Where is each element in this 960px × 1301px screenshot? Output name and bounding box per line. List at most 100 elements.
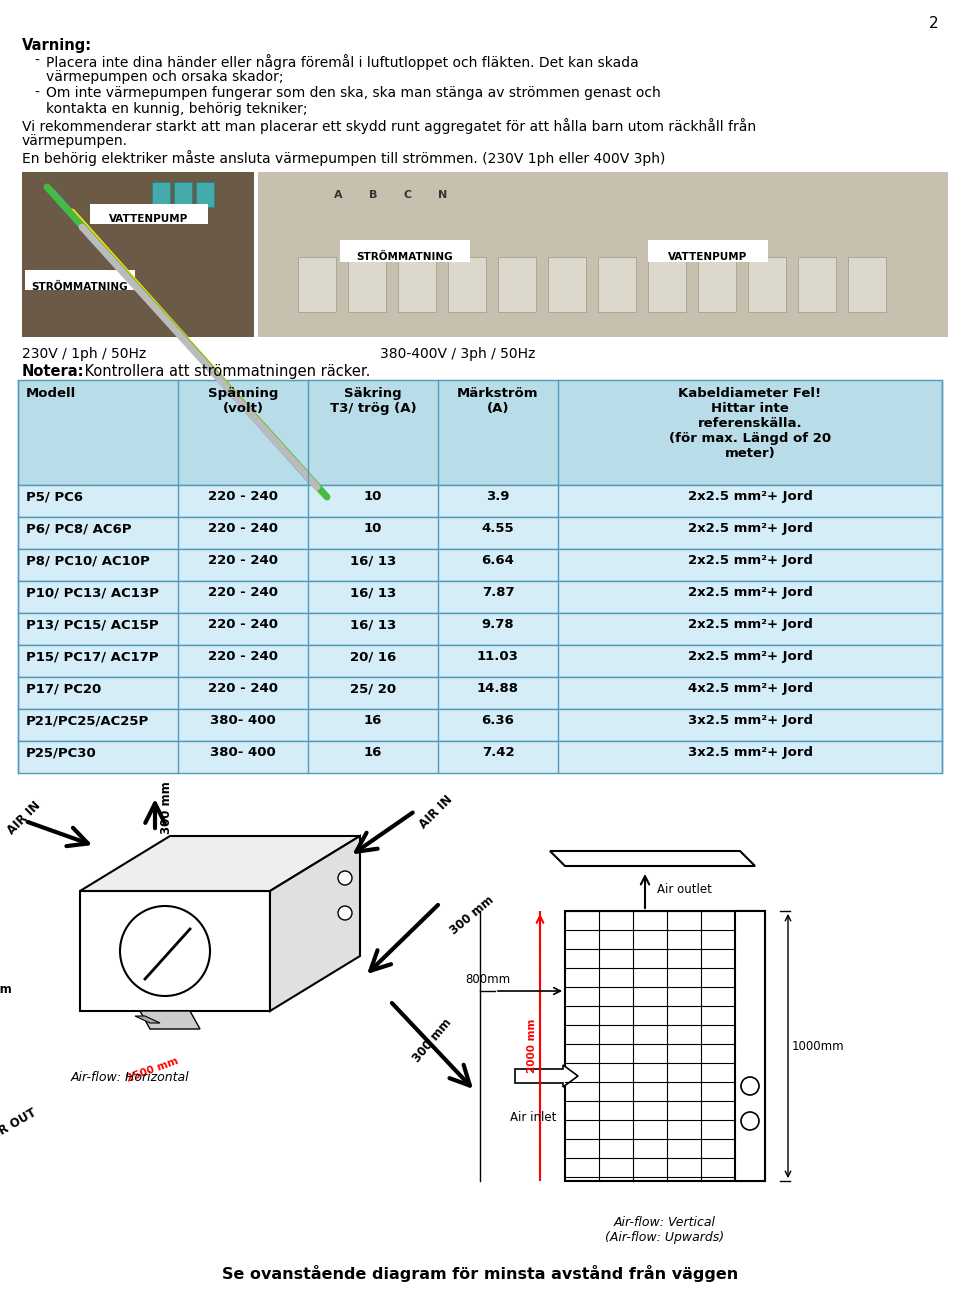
- Text: STRÖMMATNING: STRÖMMATNING: [32, 282, 129, 293]
- Bar: [196, 182, 214, 207]
- Bar: [648, 239, 768, 262]
- FancyArrow shape: [515, 1066, 578, 1088]
- Bar: [748, 258, 786, 312]
- Text: P5/ PC6: P5/ PC6: [26, 490, 83, 503]
- Text: 1000mm: 1000mm: [792, 1039, 845, 1053]
- Polygon shape: [80, 891, 270, 1011]
- Text: 800mm: 800mm: [465, 973, 510, 986]
- Text: 25/ 20: 25/ 20: [350, 682, 396, 695]
- Bar: [598, 258, 636, 312]
- Bar: [498, 258, 536, 312]
- Text: 2: 2: [928, 16, 938, 31]
- Polygon shape: [140, 1011, 200, 1029]
- Text: P21/PC25/AC25P: P21/PC25/AC25P: [26, 714, 149, 727]
- Text: 7.42: 7.42: [482, 745, 515, 758]
- Bar: [18, 485, 942, 516]
- Text: 11.03: 11.03: [477, 650, 519, 664]
- Text: P15/ PC17/ AC17P: P15/ PC17/ AC17P: [26, 650, 158, 664]
- Text: 380-400V / 3ph / 50Hz: 380-400V / 3ph / 50Hz: [380, 347, 536, 360]
- Text: 20/ 16: 20/ 16: [349, 650, 396, 664]
- Text: 2x2.5 mm²+ Jord: 2x2.5 mm²+ Jord: [687, 650, 812, 664]
- Text: 2x2.5 mm²+ Jord: 2x2.5 mm²+ Jord: [687, 522, 812, 535]
- Text: Kabeldiameter Fel!
Hittar inte
referenskälla.
(för max. Längd of 20
meter): Kabeldiameter Fel! Hittar inte referensk…: [669, 386, 831, 461]
- Text: VATTENPUMP: VATTENPUMP: [109, 213, 188, 224]
- Text: P10/ PC13/ AC13P: P10/ PC13/ AC13P: [26, 585, 158, 598]
- Bar: [18, 516, 942, 549]
- Text: 220 - 240: 220 - 240: [208, 650, 278, 664]
- Text: 4x2.5 mm²+ Jord: 4x2.5 mm²+ Jord: [687, 682, 812, 695]
- Text: AIR IN: AIR IN: [5, 799, 43, 838]
- Text: 220 - 240: 220 - 240: [208, 682, 278, 695]
- Bar: [152, 182, 170, 207]
- Bar: [18, 742, 942, 773]
- Text: 2x2.5 mm²+ Jord: 2x2.5 mm²+ Jord: [687, 618, 812, 631]
- Text: kontakta en kunnig, behörig tekniker;: kontakta en kunnig, behörig tekniker;: [46, 101, 307, 116]
- Text: 16: 16: [364, 714, 382, 727]
- Bar: [18, 549, 942, 582]
- Text: Air inlet: Air inlet: [510, 1111, 557, 1124]
- Text: 230V / 1ph / 50Hz: 230V / 1ph / 50Hz: [22, 347, 146, 360]
- Bar: [565, 911, 765, 1181]
- Circle shape: [120, 905, 210, 997]
- Text: P25/PC30: P25/PC30: [26, 745, 97, 758]
- Bar: [348, 258, 386, 312]
- Text: 220 - 240: 220 - 240: [208, 618, 278, 631]
- Text: 3x2.5 mm²+ Jord: 3x2.5 mm²+ Jord: [687, 714, 812, 727]
- Text: P8/ PC10/ AC10P: P8/ PC10/ AC10P: [26, 554, 150, 567]
- Bar: [258, 172, 948, 337]
- Circle shape: [338, 905, 352, 920]
- Bar: [798, 258, 836, 312]
- Text: 300 mm: 300 mm: [410, 1016, 454, 1064]
- Text: P6/ PC8/ AC6P: P6/ PC8/ AC6P: [26, 522, 132, 535]
- Text: 6.64: 6.64: [482, 554, 515, 567]
- Text: C: C: [404, 190, 412, 200]
- Bar: [848, 258, 886, 312]
- Text: 4.55: 4.55: [482, 522, 515, 535]
- Bar: [648, 258, 686, 312]
- Bar: [298, 258, 336, 312]
- Circle shape: [338, 870, 352, 885]
- Text: Modell: Modell: [26, 386, 76, 399]
- Bar: [548, 258, 586, 312]
- Text: 2x2.5 mm²+ Jord: 2x2.5 mm²+ Jord: [687, 554, 812, 567]
- Text: 16/ 13: 16/ 13: [349, 554, 396, 567]
- Text: En behörig elektriker måste ansluta värmepumpen till strömmen. (230V 1ph eller 4: En behörig elektriker måste ansluta värm…: [22, 150, 665, 167]
- Text: Se ovanstående diagram för minsta avstånd från väggen: Se ovanstående diagram för minsta avstån…: [222, 1265, 738, 1281]
- Text: A: A: [334, 190, 343, 200]
- Text: Air-flow: Horizontal: Air-flow: Horizontal: [71, 1071, 189, 1084]
- Bar: [18, 613, 942, 645]
- Text: P17/ PC20: P17/ PC20: [26, 682, 101, 695]
- Text: Om inte värmepumpen fungerar som den ska, ska man stänga av strömmen genast och: Om inte värmepumpen fungerar som den ska…: [46, 86, 660, 100]
- Bar: [25, 271, 135, 290]
- Text: 2x2.5 mm²+ Jord: 2x2.5 mm²+ Jord: [687, 585, 812, 598]
- Text: 220 - 240: 220 - 240: [208, 585, 278, 598]
- Text: 7.87: 7.87: [482, 585, 515, 598]
- Text: B: B: [369, 190, 377, 200]
- Text: Placera inte dina händer eller några föremål i luftutloppet och fläkten. Det kan: Placera inte dina händer eller några för…: [46, 55, 638, 70]
- Text: 9.78: 9.78: [482, 618, 515, 631]
- Text: STRÖMMATNING: STRÖMMATNING: [357, 252, 453, 262]
- Text: P13/ PC15/ AC15P: P13/ PC15/ AC15P: [26, 618, 158, 631]
- Text: 220 - 240: 220 - 240: [208, 490, 278, 503]
- Text: 220 - 240: 220 - 240: [208, 554, 278, 567]
- Bar: [398, 258, 436, 312]
- Bar: [18, 582, 942, 613]
- Text: AIR IN: AIR IN: [417, 794, 455, 831]
- Text: 2000 mm: 2000 mm: [527, 1019, 537, 1073]
- Bar: [18, 380, 942, 485]
- Bar: [90, 204, 208, 224]
- Text: Spänning
(volt): Spänning (volt): [207, 386, 278, 415]
- Text: Säkring
T3/ trög (A): Säkring T3/ trög (A): [329, 386, 417, 415]
- Text: värmepumpen och orsaka skador;: värmepumpen och orsaka skador;: [46, 70, 283, 85]
- Text: 220 - 240: 220 - 240: [208, 522, 278, 535]
- Text: Air outlet: Air outlet: [657, 883, 712, 896]
- Bar: [174, 182, 192, 207]
- Text: 10: 10: [364, 522, 382, 535]
- Text: 2500 mm: 2500 mm: [125, 1056, 180, 1084]
- Text: Märkström
(A): Märkström (A): [457, 386, 539, 415]
- Text: AIR OUT: AIR OUT: [0, 1106, 38, 1145]
- Text: 3x2.5 mm²+ Jord: 3x2.5 mm²+ Jord: [687, 745, 812, 758]
- Bar: [340, 239, 470, 262]
- Text: 3.9: 3.9: [487, 490, 510, 503]
- Polygon shape: [550, 851, 755, 866]
